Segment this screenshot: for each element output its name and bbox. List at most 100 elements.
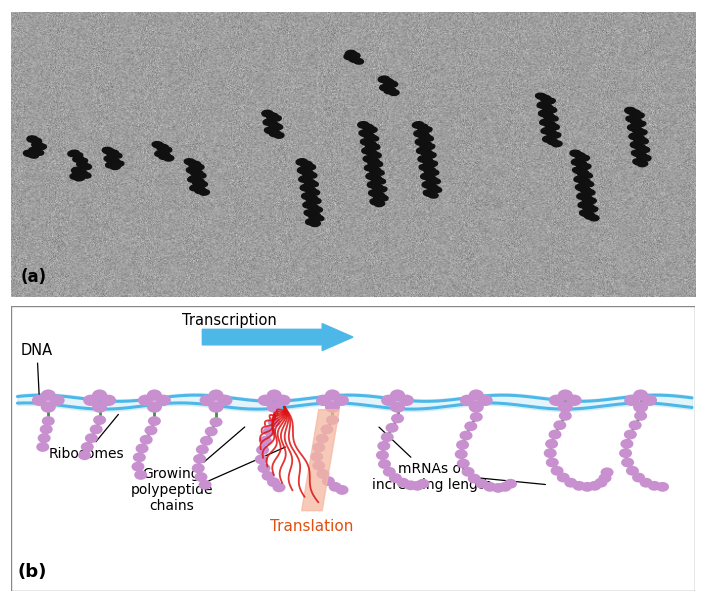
Ellipse shape	[424, 167, 436, 173]
Circle shape	[498, 482, 512, 492]
Circle shape	[32, 395, 47, 406]
Circle shape	[256, 445, 269, 455]
Ellipse shape	[34, 150, 44, 155]
Ellipse shape	[547, 139, 558, 145]
Ellipse shape	[358, 122, 369, 128]
Circle shape	[85, 433, 98, 443]
Ellipse shape	[542, 104, 552, 110]
Circle shape	[567, 395, 582, 406]
Ellipse shape	[305, 187, 315, 193]
Circle shape	[558, 411, 572, 421]
Ellipse shape	[306, 196, 318, 202]
Ellipse shape	[548, 116, 558, 121]
Ellipse shape	[389, 90, 399, 95]
Circle shape	[134, 470, 148, 480]
Circle shape	[316, 434, 329, 443]
Ellipse shape	[375, 178, 385, 184]
Circle shape	[544, 448, 557, 458]
Ellipse shape	[414, 130, 425, 137]
Ellipse shape	[350, 53, 360, 58]
Ellipse shape	[308, 181, 318, 187]
Ellipse shape	[365, 141, 376, 147]
Circle shape	[92, 389, 107, 401]
Circle shape	[208, 389, 224, 401]
Ellipse shape	[580, 210, 591, 217]
Ellipse shape	[542, 104, 553, 111]
Ellipse shape	[537, 102, 549, 108]
Circle shape	[131, 462, 145, 472]
Circle shape	[554, 420, 566, 430]
Ellipse shape	[630, 118, 641, 124]
Circle shape	[411, 481, 424, 491]
Ellipse shape	[262, 110, 273, 116]
Ellipse shape	[423, 158, 433, 164]
Text: mRNAs of
increasing length: mRNAs of increasing length	[371, 427, 492, 492]
Ellipse shape	[344, 53, 355, 59]
Ellipse shape	[578, 202, 590, 208]
Ellipse shape	[78, 158, 88, 164]
Text: Ribosomes: Ribosomes	[48, 415, 124, 461]
Ellipse shape	[417, 148, 428, 154]
Ellipse shape	[304, 210, 316, 217]
Ellipse shape	[82, 164, 92, 170]
Ellipse shape	[296, 159, 307, 165]
Ellipse shape	[27, 136, 38, 142]
Circle shape	[41, 389, 56, 401]
Circle shape	[200, 395, 215, 406]
Ellipse shape	[301, 161, 311, 167]
Ellipse shape	[544, 113, 554, 119]
Ellipse shape	[308, 205, 319, 211]
Ellipse shape	[384, 88, 396, 94]
Ellipse shape	[349, 56, 360, 62]
Ellipse shape	[585, 212, 594, 218]
Ellipse shape	[361, 139, 371, 145]
Ellipse shape	[184, 159, 196, 165]
Circle shape	[460, 431, 472, 440]
Circle shape	[262, 471, 275, 481]
Ellipse shape	[635, 144, 645, 149]
Ellipse shape	[299, 176, 310, 182]
Text: (a): (a)	[21, 268, 47, 286]
Ellipse shape	[301, 161, 312, 168]
Ellipse shape	[369, 167, 381, 173]
Ellipse shape	[366, 150, 378, 157]
Ellipse shape	[195, 187, 206, 194]
Ellipse shape	[582, 173, 592, 178]
Circle shape	[469, 389, 484, 401]
Circle shape	[208, 401, 224, 413]
Ellipse shape	[193, 178, 203, 184]
Ellipse shape	[549, 124, 559, 130]
Circle shape	[624, 430, 637, 439]
Ellipse shape	[583, 204, 593, 209]
Circle shape	[391, 413, 404, 424]
Ellipse shape	[630, 110, 640, 115]
Ellipse shape	[539, 119, 551, 125]
Ellipse shape	[417, 124, 427, 130]
Circle shape	[377, 441, 390, 451]
Ellipse shape	[583, 181, 594, 187]
Circle shape	[376, 451, 389, 460]
Ellipse shape	[73, 152, 83, 158]
Ellipse shape	[76, 170, 86, 175]
Circle shape	[83, 395, 98, 406]
Ellipse shape	[269, 130, 280, 136]
Ellipse shape	[373, 193, 385, 199]
Circle shape	[455, 449, 467, 459]
Ellipse shape	[265, 127, 276, 134]
Ellipse shape	[378, 195, 388, 201]
Ellipse shape	[193, 179, 204, 185]
Ellipse shape	[369, 136, 378, 141]
Ellipse shape	[372, 184, 382, 190]
Ellipse shape	[422, 127, 432, 133]
Ellipse shape	[274, 133, 284, 138]
Ellipse shape	[159, 153, 170, 160]
Ellipse shape	[431, 187, 442, 193]
Ellipse shape	[366, 173, 377, 179]
Ellipse shape	[345, 50, 357, 57]
Ellipse shape	[426, 176, 437, 182]
Ellipse shape	[579, 178, 589, 184]
Ellipse shape	[632, 127, 644, 134]
Ellipse shape	[32, 138, 42, 144]
Circle shape	[546, 458, 558, 467]
Ellipse shape	[76, 170, 88, 176]
